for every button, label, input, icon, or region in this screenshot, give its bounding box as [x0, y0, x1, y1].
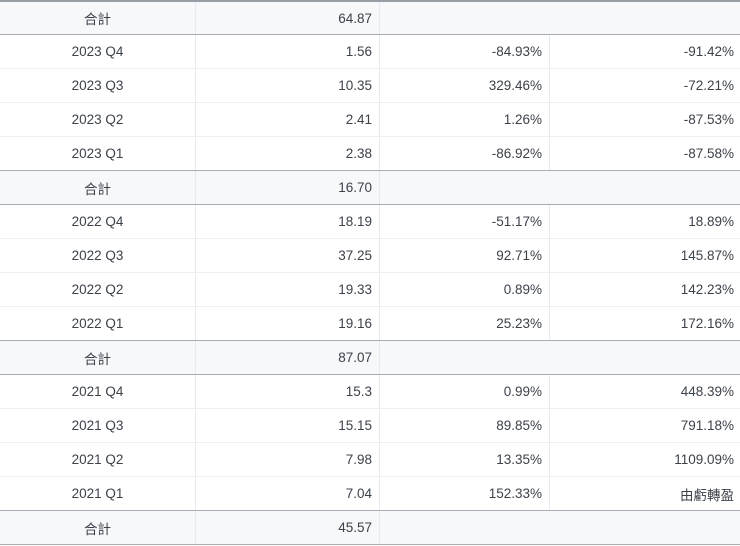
yoy-change-cell: 18.89%	[688, 214, 734, 229]
period-cell: 2023 Q4	[0, 35, 196, 68]
value-cell: 45.57	[196, 511, 380, 544]
qoq-change-cell: 0.89%	[380, 273, 550, 306]
value-cell: 87.07	[196, 341, 380, 374]
period-cell: 2022 Q2	[0, 273, 196, 306]
period-cell: 2021 Q2	[0, 443, 196, 476]
qoq-change-cell: 92.71%	[380, 239, 550, 272]
total-row: 合計 45.57	[0, 510, 740, 545]
period-cell: 2021 Q1	[0, 477, 196, 510]
yoy-change-cell: 142.23%	[680, 282, 734, 297]
empty-cell	[380, 171, 740, 204]
value-cell: 2.38	[196, 137, 380, 170]
quarter-row: 2021 Q3 15.15 89.85% 791.18%	[0, 409, 740, 443]
qoq-change-cell: 0.99%	[380, 375, 550, 408]
period-cell: 2021 Q3	[0, 409, 196, 442]
period-cell: 2022 Q3	[0, 239, 196, 272]
qoq-change-cell: 25.23%	[380, 307, 550, 340]
period-cell: 2022 Q1	[0, 307, 196, 340]
value-cell: 7.98	[196, 443, 380, 476]
value-cell: 15.15	[196, 409, 380, 442]
quarter-row: 2021 Q1 7.04 152.33% 由虧轉盈	[0, 477, 740, 511]
yoy-change-cell: -87.58%	[683, 146, 734, 161]
quarter-row: 2022 Q2 19.33 0.89% 142.23%	[0, 273, 740, 307]
yoy-change-cell: -87.53%	[683, 112, 734, 127]
quarter-row: 2023 Q2 2.41 1.26% -87.53%	[0, 103, 740, 137]
empty-cell	[380, 2, 740, 34]
yoy-change-cell: 145.87%	[680, 248, 734, 263]
period-cell: 2023 Q1	[0, 137, 196, 170]
period-cell: 合計	[0, 2, 196, 34]
period-cell: 2023 Q2	[0, 103, 196, 136]
quarter-row: 2022 Q1 19.16 25.23% 172.16%	[0, 307, 740, 341]
total-row: 合計 16.70	[0, 170, 740, 205]
value-cell: 37.25	[196, 239, 380, 272]
value-cell: 19.16	[196, 307, 380, 340]
yoy-change-cell: 由虧轉盈	[680, 487, 734, 503]
value-cell: 10.35	[196, 69, 380, 102]
value-cell: 16.70	[196, 171, 380, 204]
total-row: 合計 64.87	[0, 0, 740, 35]
quarter-row: 2023 Q3 10.35 329.46% -72.21%	[0, 69, 740, 103]
yoy-change-cell: -91.42%	[683, 44, 734, 59]
yoy-change-cell: 791.18%	[680, 418, 734, 433]
empty-cell	[380, 341, 740, 374]
quarter-row: 2023 Q4 1.56 -84.93% -91.42%	[0, 35, 740, 69]
yoy-change-cell: 448.39%	[680, 384, 734, 399]
qoq-change-cell: 152.33%	[380, 477, 550, 510]
quarter-row: 2021 Q2 7.98 13.35% 1109.09%	[0, 443, 740, 477]
value-cell: 2.41	[196, 103, 380, 136]
value-cell: 7.04	[196, 477, 380, 510]
quarter-row: 2022 Q4 18.19 -51.17% 18.89%	[0, 205, 740, 239]
value-cell: 1.56	[196, 35, 380, 68]
total-row: 合計 87.07	[0, 340, 740, 375]
yoy-change-cell: 172.16%	[680, 316, 734, 331]
value-cell: 15.3	[196, 375, 380, 408]
qoq-change-cell: 1.26%	[380, 103, 550, 136]
qoq-change-cell: 89.85%	[380, 409, 550, 442]
period-cell: 2022 Q4	[0, 205, 196, 238]
quarter-row: 2022 Q3 37.25 92.71% 145.87%	[0, 239, 740, 273]
qoq-change-cell: -84.93%	[380, 35, 550, 68]
yoy-change-cell: -72.21%	[683, 78, 734, 93]
period-cell: 合計	[0, 341, 196, 374]
qoq-change-cell: -51.17%	[380, 205, 550, 238]
quarter-row: 2023 Q1 2.38 -86.92% -87.58%	[0, 137, 740, 171]
period-cell: 合計	[0, 171, 196, 204]
qoq-change-cell: 329.46%	[380, 69, 550, 102]
empty-cell	[380, 511, 740, 544]
value-cell: 19.33	[196, 273, 380, 306]
value-cell: 18.19	[196, 205, 380, 238]
yoy-change-cell: 1109.09%	[674, 452, 734, 467]
qoq-change-cell: 13.35%	[380, 443, 550, 476]
period-cell: 2023 Q3	[0, 69, 196, 102]
period-cell: 2021 Q4	[0, 375, 196, 408]
value-cell: 64.87	[196, 2, 380, 34]
qoq-change-cell: -86.92%	[380, 137, 550, 170]
quarter-row: 2021 Q4 15.3 0.99% 448.39%	[0, 375, 740, 409]
period-cell: 合計	[0, 511, 196, 544]
